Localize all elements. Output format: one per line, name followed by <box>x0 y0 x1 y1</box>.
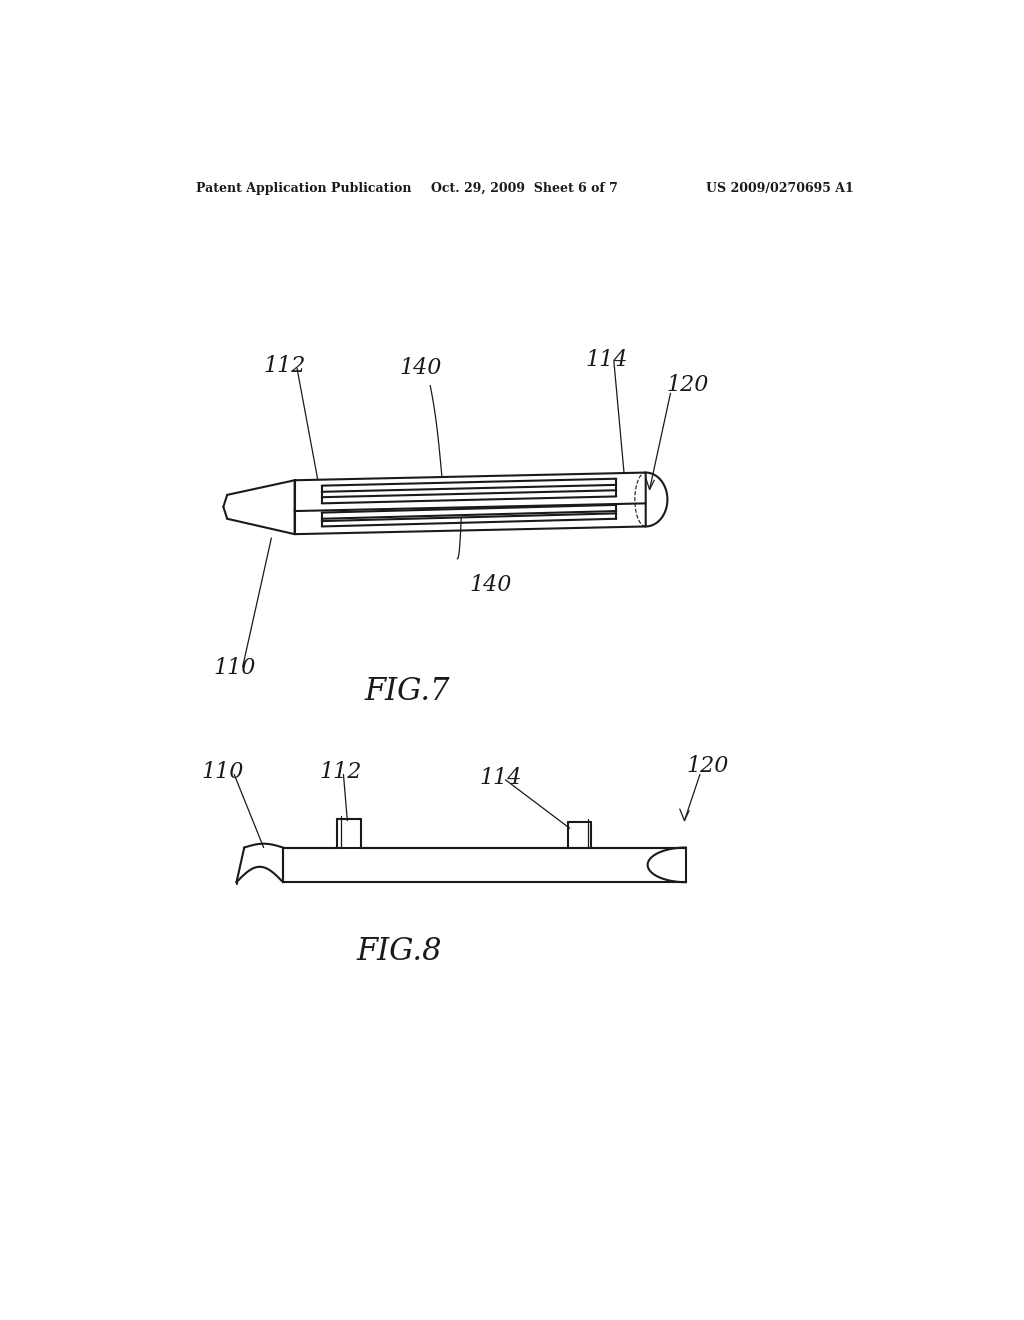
Text: Oct. 29, 2009  Sheet 6 of 7: Oct. 29, 2009 Sheet 6 of 7 <box>431 182 618 194</box>
Text: 110: 110 <box>202 762 244 783</box>
Text: FIG.8: FIG.8 <box>356 936 442 968</box>
Text: 114: 114 <box>586 350 628 371</box>
Text: 112: 112 <box>319 762 361 783</box>
Text: US 2009/0270695 A1: US 2009/0270695 A1 <box>706 182 853 194</box>
Text: FIG.7: FIG.7 <box>365 676 450 706</box>
Text: 120: 120 <box>686 755 728 777</box>
Text: 120: 120 <box>667 374 709 396</box>
Text: 112: 112 <box>263 355 306 376</box>
Text: 114: 114 <box>479 767 521 789</box>
Text: Patent Application Publication: Patent Application Publication <box>197 182 412 194</box>
Text: 110: 110 <box>213 657 256 680</box>
Text: 140: 140 <box>399 358 441 379</box>
Text: 140: 140 <box>469 574 511 597</box>
